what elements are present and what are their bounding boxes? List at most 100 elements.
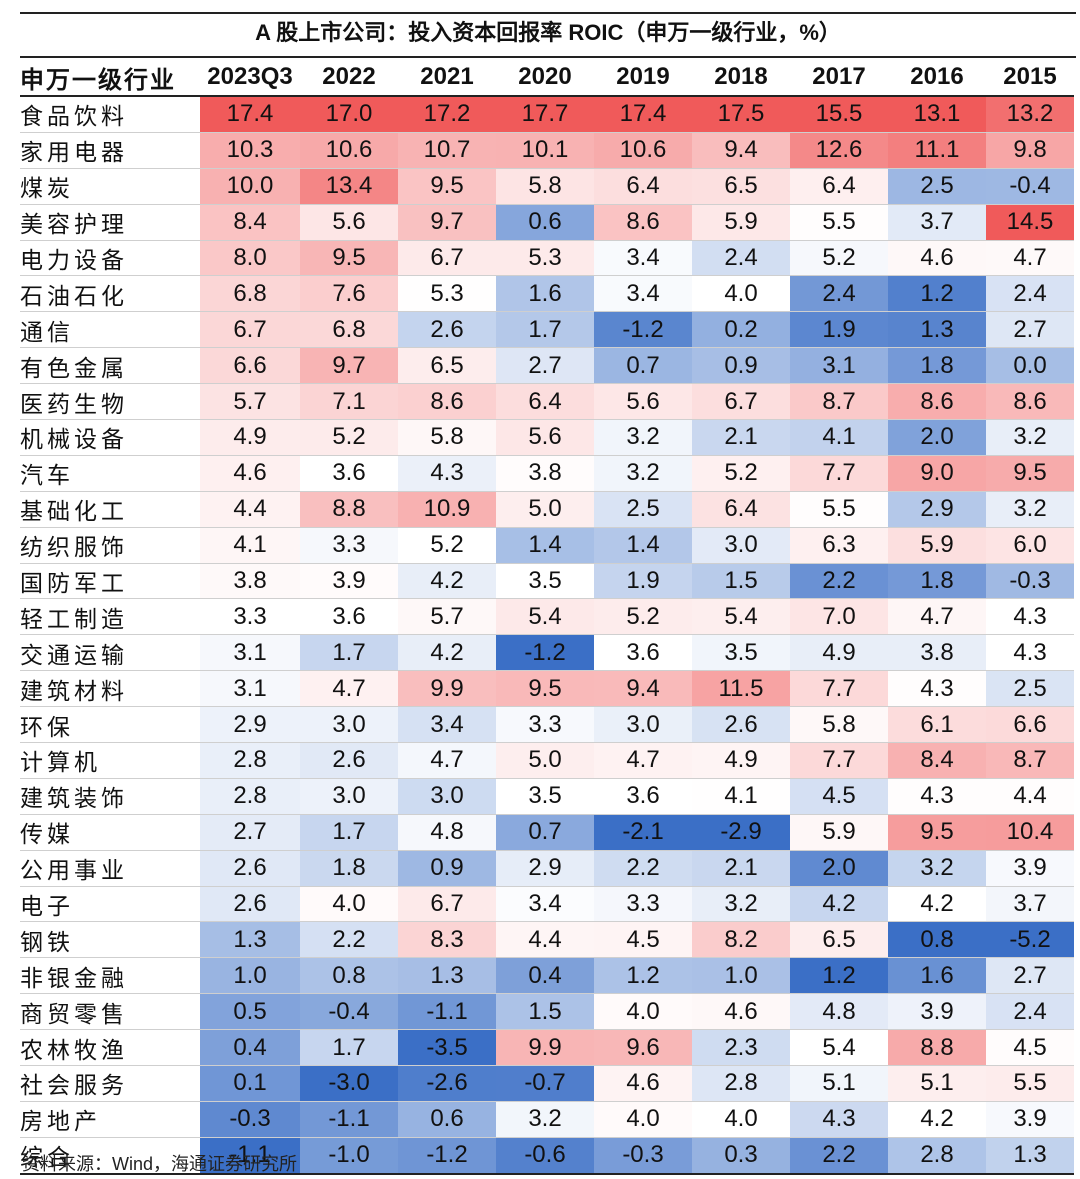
heat-cell: 9.8 (986, 131, 1074, 169)
heat-cell: 4.6 (200, 454, 300, 492)
heat-cell: 9.9 (398, 670, 496, 707)
heat-cell: 10.0 (200, 167, 300, 205)
heat-cell: 8.4 (888, 742, 986, 779)
heat-cell: 0.8 (300, 957, 398, 994)
heat-cell: 1.7 (300, 634, 398, 671)
heat-cell: 1.3 (986, 1136, 1074, 1175)
heat-cell: 1.7 (496, 311, 594, 348)
heat-cell: 7.0 (790, 598, 888, 635)
table-row: 基础化工 4.4 8.8 10.9 5.0 2.5 6.4 5.5 2.9 3.2 (20, 490, 1074, 528)
heat-cell: 5.2 (790, 239, 888, 276)
heat-cell: 0.8 (888, 921, 986, 958)
heat-cell: 3.2 (888, 849, 986, 887)
heat-cell: 2.6 (692, 706, 790, 743)
column-header: 2017 (790, 59, 888, 97)
heat-cell: 4.5 (986, 1029, 1074, 1066)
industry-label: 煤炭 (20, 167, 200, 205)
industry-label: 建筑材料 (20, 670, 200, 707)
industry-label: 房地产 (20, 1100, 200, 1138)
heat-cell: 5.4 (692, 598, 790, 635)
heat-cell: 5.4 (496, 598, 594, 635)
heat-cell: 7.7 (790, 454, 888, 492)
heat-cell: 8.8 (888, 1029, 986, 1066)
heat-cell: 1.3 (398, 957, 496, 994)
heat-cell: 9.5 (888, 813, 986, 851)
heat-cell: 4.7 (888, 598, 986, 635)
heat-cell: 1.4 (594, 526, 692, 564)
heat-cell: 3.9 (986, 849, 1074, 887)
heat-cell: 1.8 (888, 562, 986, 599)
industry-label: 机械设备 (20, 419, 200, 456)
heat-cell: 4.1 (692, 777, 790, 815)
heat-cell: 1.2 (594, 957, 692, 994)
heat-cell: 4.2 (888, 1100, 986, 1138)
heat-cell: 4.8 (398, 813, 496, 851)
heat-cell: 4.2 (790, 885, 888, 922)
heat-cell: 5.9 (790, 813, 888, 851)
column-header: 2016 (888, 59, 986, 97)
heat-cell: 1.5 (496, 993, 594, 1030)
heat-cell: 3.3 (496, 706, 594, 743)
table-row: 汽车 4.6 3.6 4.3 3.8 3.2 5.2 7.7 9.0 9.5 (20, 454, 1074, 492)
heat-cell: 9.9 (496, 1029, 594, 1066)
heat-cell: 6.7 (398, 239, 496, 276)
heat-cell: -0.3 (200, 1100, 300, 1138)
heat-cell: 6.4 (790, 167, 888, 205)
table-row: 钢铁 1.3 2.2 8.3 4.4 4.5 8.2 6.5 0.8 -5.2 (20, 921, 1074, 958)
heat-cell: 5.0 (496, 742, 594, 779)
title-bottom-rule (20, 56, 1076, 58)
heat-cell: 1.3 (200, 921, 300, 958)
heat-cell: -5.2 (986, 921, 1074, 958)
heat-cell: 13.1 (888, 96, 986, 133)
column-header: 2018 (692, 59, 790, 97)
heat-cell: 3.0 (300, 706, 398, 743)
industry-label: 基础化工 (20, 490, 200, 528)
heat-cell: 9.4 (594, 670, 692, 707)
column-header: 2020 (496, 59, 594, 97)
column-header: 2023Q3 (200, 59, 300, 97)
heat-cell: 6.4 (594, 167, 692, 205)
heat-cell: 2.6 (200, 849, 300, 887)
table-row: 医药生物 5.7 7.1 8.6 6.4 5.6 6.7 8.7 8.6 8.6 (20, 383, 1074, 420)
heat-cell: 7.1 (300, 383, 398, 420)
heat-cell: 0.7 (496, 813, 594, 851)
heat-cell: 10.4 (986, 813, 1074, 851)
table-row: 交通运输 3.1 1.7 4.2 -1.2 3.6 3.5 4.9 3.8 4.3 (20, 634, 1074, 671)
heat-cell: 4.0 (692, 1100, 790, 1138)
heat-cell: 1.0 (692, 957, 790, 994)
heat-cell: 6.5 (790, 921, 888, 958)
industry-label: 家用电器 (20, 131, 200, 169)
heat-cell: 6.8 (200, 275, 300, 312)
heat-cell: 4.4 (986, 777, 1074, 815)
heat-cell: 6.4 (692, 490, 790, 528)
heat-cell: 8.6 (594, 203, 692, 241)
heat-cell: 6.7 (692, 383, 790, 420)
heat-cell: 17.5 (692, 96, 790, 133)
heat-cell: 0.9 (692, 347, 790, 384)
industry-label: 食品饮料 (20, 96, 200, 133)
heat-cell: 3.6 (300, 598, 398, 635)
heat-cell: 2.4 (986, 993, 1074, 1030)
heat-cell: 17.4 (594, 96, 692, 133)
heat-cell: 3.4 (496, 885, 594, 922)
heat-cell: -0.3 (594, 1136, 692, 1175)
heat-cell: 3.8 (496, 454, 594, 492)
heat-cell: 10.6 (594, 131, 692, 169)
heat-cell: 3.4 (594, 275, 692, 312)
industry-label: 美容护理 (20, 203, 200, 241)
heat-cell: 0.2 (692, 311, 790, 348)
heat-cell: 2.6 (300, 742, 398, 779)
heat-cell: 3.8 (200, 562, 300, 599)
heat-cell: 4.5 (790, 777, 888, 815)
heat-cell: 13.2 (986, 96, 1074, 133)
heat-cell: 8.2 (692, 921, 790, 958)
table-row: 纺织服饰 4.1 3.3 5.2 1.4 1.4 3.0 6.3 5.9 6.0 (20, 526, 1074, 564)
industry-label: 计算机 (20, 742, 200, 779)
heat-cell: 0.6 (496, 203, 594, 241)
heat-cell: -1.2 (398, 1136, 496, 1175)
heat-cell: 4.6 (692, 993, 790, 1030)
heat-cell: 0.9 (398, 849, 496, 887)
heat-cell: 10.9 (398, 490, 496, 528)
heat-cell: 3.7 (986, 885, 1074, 922)
heat-cell: 0.7 (594, 347, 692, 384)
